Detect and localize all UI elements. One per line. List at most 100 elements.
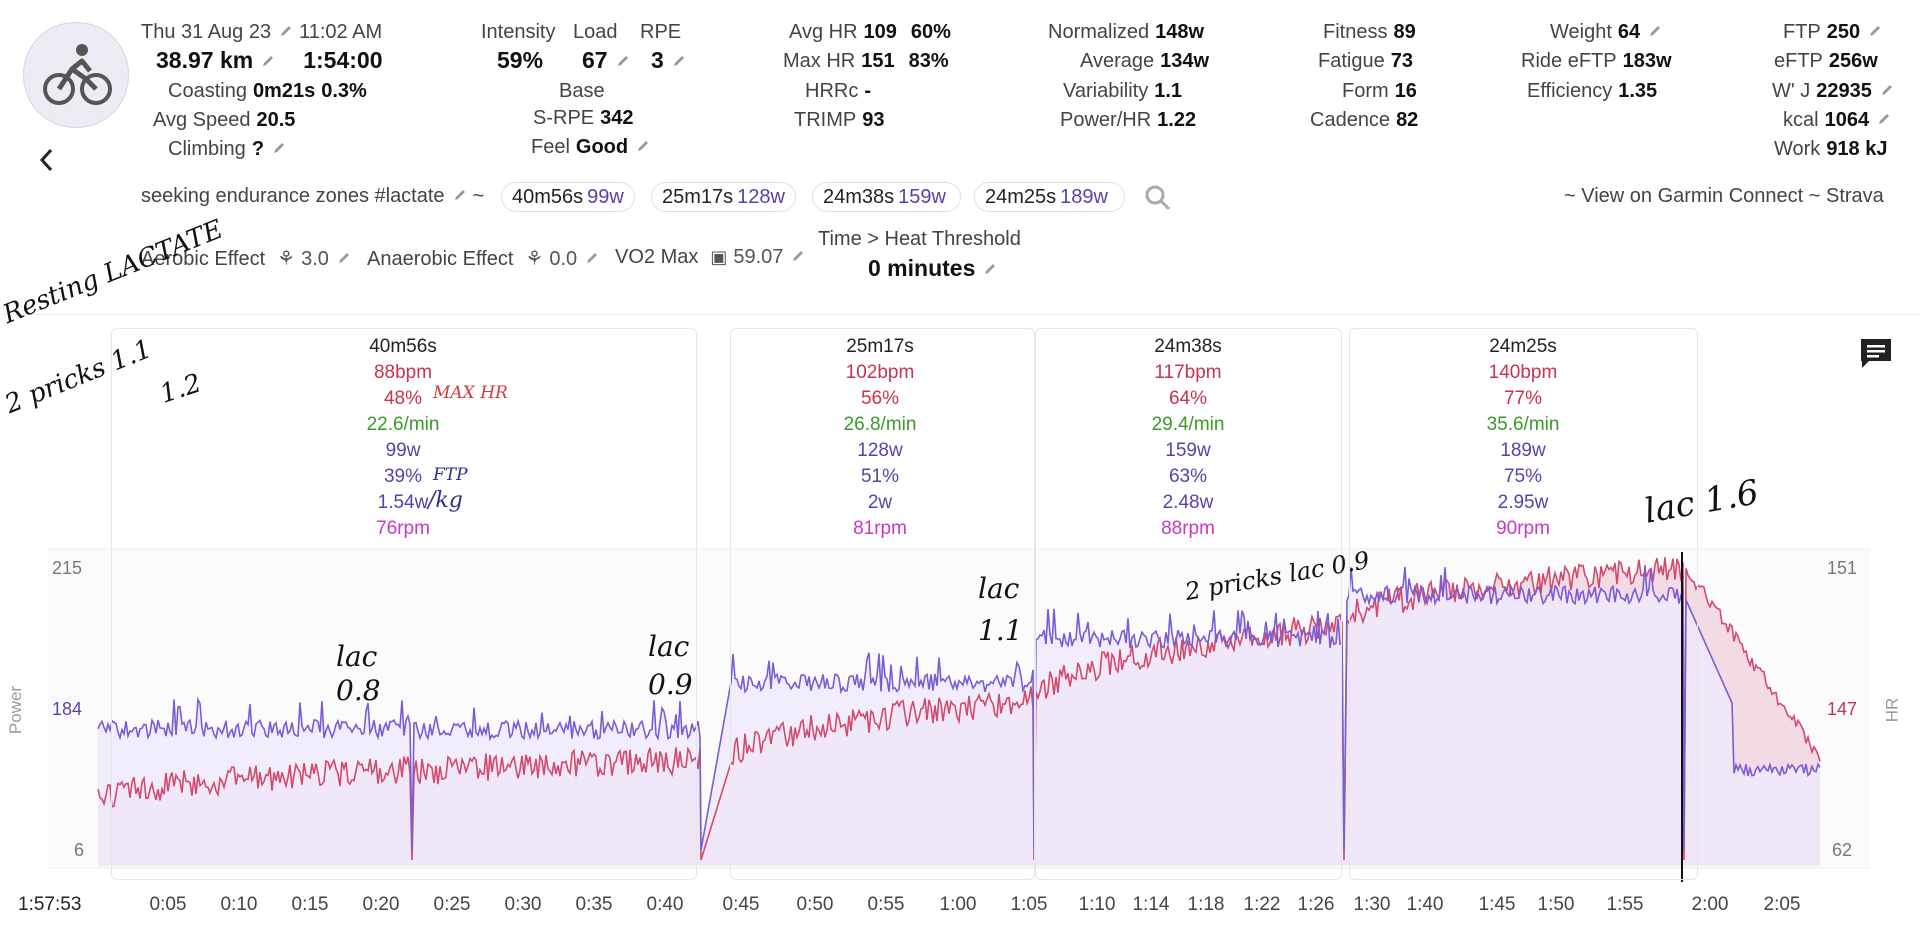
interval-speed: 35.6/min xyxy=(1486,414,1560,435)
chip-time: 25m17s xyxy=(662,185,734,208)
w-prime-value: 22935 xyxy=(1816,80,1872,102)
interval-chip-4[interactable]: 24m25s 189w xyxy=(974,182,1125,212)
efficiency-label: Efficiency xyxy=(1527,80,1613,102)
interval-watts: 189w xyxy=(1500,440,1546,461)
interval-stats-1: 40m56s 88bpm 48% 22.6/min 99w 39% 1.54w … xyxy=(323,334,483,542)
hr-axis-title: HR xyxy=(1882,697,1902,723)
interval-panel-1[interactable] xyxy=(111,328,697,880)
coasting-pct: 0.3% xyxy=(321,80,367,102)
trimp-label: TRIMP xyxy=(794,109,857,131)
back-button[interactable] xyxy=(36,146,58,179)
activity-avatar[interactable] xyxy=(23,22,129,128)
edit-distance-icon[interactable] xyxy=(261,54,275,68)
chip-time: 24m25s xyxy=(985,185,1057,208)
interval-hr: 88bpm xyxy=(373,362,433,383)
left-tick-top: 215 xyxy=(52,558,83,578)
max-hr-value: 151 xyxy=(861,50,895,72)
annotation-max-hr: MAX HR xyxy=(433,383,508,403)
x-tick-label: 1:10 xyxy=(1078,894,1116,915)
interval-stats-2: 25m17s 102bpm 56% 26.8/min 128w 51% 2w 8… xyxy=(800,334,960,542)
max-hr-label: Max HR xyxy=(783,50,856,72)
avg-hr-pct: 60% xyxy=(910,21,951,43)
anaerobic-effect-icon: ⚘ xyxy=(525,248,544,270)
interval-ftp-pct: 51% xyxy=(860,466,900,487)
load-label: Load xyxy=(573,21,618,43)
coasting-value: 0m21s xyxy=(252,80,316,102)
interval-hr-pct: 64% xyxy=(1168,388,1208,409)
comments-button[interactable] xyxy=(1858,336,1894,377)
annotation-lac-2: lac 0.9 xyxy=(648,630,693,701)
edit-heat-icon[interactable] xyxy=(983,262,997,276)
edit-ftp-icon[interactable] xyxy=(1868,24,1882,38)
edit-weight-icon[interactable] xyxy=(1648,24,1662,38)
x-tick-label: 0:45 xyxy=(722,894,760,915)
edit-w-prime-icon[interactable] xyxy=(1880,83,1894,97)
right-tick-top: 151 xyxy=(1827,558,1858,578)
x-tick-label: 1:40 xyxy=(1406,894,1444,915)
power-axis-title: Power xyxy=(6,685,26,735)
interval-panel-2[interactable] xyxy=(730,328,1035,880)
interval-watts: 128w xyxy=(857,440,903,461)
x-tick-label: 1:30 xyxy=(1353,894,1391,915)
left-tick-bottom: 6 xyxy=(74,840,85,860)
duration-value: 1:54:00 xyxy=(303,47,383,73)
interval-ftp-pct: 75% xyxy=(1503,466,1543,487)
x-tick-label: 0:10 xyxy=(220,894,258,915)
aerobic-effect-icon: ⚘ xyxy=(277,248,296,270)
x-tick-label: 1:50 xyxy=(1537,894,1575,915)
weight-value: 64 xyxy=(1617,21,1641,43)
trimp-value: 93 xyxy=(862,109,885,131)
avg-hr-value: 109 xyxy=(863,21,897,43)
heat-threshold-value: 0 minutes xyxy=(868,255,976,281)
edit-climbing-icon[interactable] xyxy=(272,141,286,155)
interval-panel-4[interactable] xyxy=(1349,328,1698,880)
interval-stats-4: 24m25s 140bpm 77% 35.6/min 189w 75% 2.95… xyxy=(1443,334,1603,542)
interval-hr: 117bpm xyxy=(1154,362,1222,383)
interval-time: 40m56s xyxy=(369,336,437,357)
chart-divider xyxy=(0,314,1920,315)
vo2-max-value: 59.07 xyxy=(733,246,784,268)
search-intervals-button[interactable] xyxy=(1143,183,1173,218)
interval-stats-3: 24m38s 117bpm 64% 29.4/min 159w 63% 2.48… xyxy=(1108,334,1268,542)
x-tick-label: 1:00 xyxy=(939,894,977,915)
fatigue-label: Fatigue xyxy=(1318,50,1385,72)
chip-time: 24m38s xyxy=(823,185,895,208)
power-hr-label: Power/HR xyxy=(1060,109,1152,131)
interval-chip-3[interactable]: 24m38s 159w xyxy=(812,182,961,212)
edit-kcal-icon[interactable] xyxy=(1877,112,1891,126)
climbing-value: ? xyxy=(251,138,265,160)
chip-watts: 159w xyxy=(898,185,946,208)
chip-watts: 189w xyxy=(1060,185,1108,208)
interval-speed: 22.6/min xyxy=(366,414,440,435)
edit-feel-icon[interactable] xyxy=(636,139,650,153)
edit-date-icon[interactable] xyxy=(279,24,293,38)
edit-aerobic-icon[interactable] xyxy=(337,251,351,265)
annotation-lac-3: lac 1.1 xyxy=(978,572,1023,647)
edit-vo2-icon[interactable] xyxy=(791,249,805,263)
rpe-value: 3 xyxy=(651,47,664,73)
tilde-separator: ~ xyxy=(472,185,485,207)
work-label: Work xyxy=(1774,138,1821,160)
x-tick-label: 0:30 xyxy=(504,894,542,915)
interval-speed: 29.4/min xyxy=(1151,414,1225,435)
edit-rpe-icon[interactable] xyxy=(672,54,686,68)
hr-series-line xyxy=(97,557,1821,861)
external-links[interactable]: ~ View on Garmin Connect ~ Strava xyxy=(1564,185,1884,207)
edit-load-icon[interactable] xyxy=(616,54,630,68)
edit-description-icon[interactable] xyxy=(453,188,467,202)
edit-anaerobic-icon[interactable] xyxy=(585,251,599,265)
normalized-label: Normalized xyxy=(1048,21,1150,43)
base-label: Base xyxy=(559,80,605,102)
x-tick-label: 1:22 xyxy=(1243,894,1281,915)
interval-watts: 159w xyxy=(1165,440,1211,461)
coasting-label: Coasting xyxy=(168,80,247,102)
fitness-value: 89 xyxy=(1393,21,1416,43)
kcal-value: 1064 xyxy=(1824,109,1870,131)
interval-panel-3[interactable] xyxy=(1035,328,1342,880)
interval-cadence: 76rpm xyxy=(376,518,430,539)
chip-time: 40m56s xyxy=(512,185,584,208)
hrrc-value: - xyxy=(864,80,872,102)
interval-chip-2[interactable]: 25m17s 128w xyxy=(651,182,796,212)
interval-chip-1[interactable]: 40m56s 99w xyxy=(501,182,635,212)
